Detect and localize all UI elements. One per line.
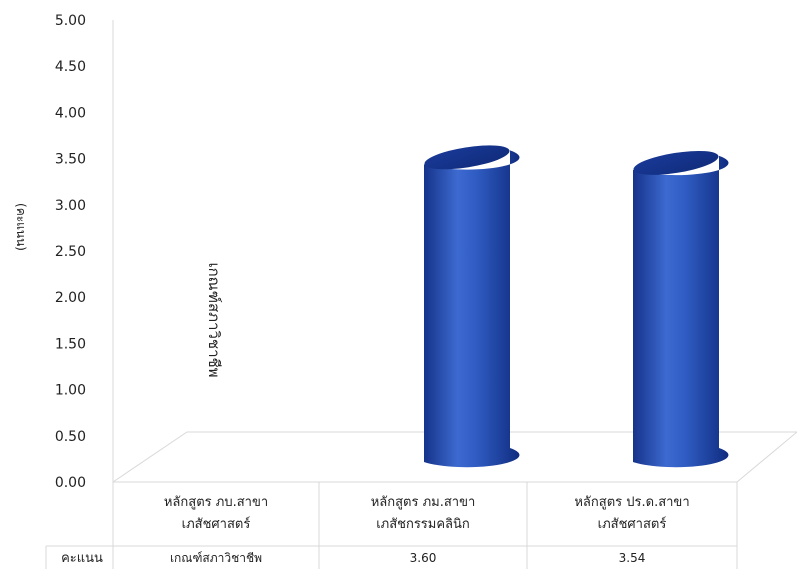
category-label: เภสัชศาสตร์ (182, 516, 251, 532)
y-tick-label: 4.50 (55, 59, 86, 75)
bars (424, 145, 729, 468)
bar (633, 155, 729, 468)
annotation-label: เกณฑ์สภาวิชาชีพ (205, 262, 223, 377)
y-tick-label: 4.00 (55, 105, 86, 121)
y-tick-label: 2.50 (55, 244, 86, 260)
category-label: เภสัชกรรมคลินิก (376, 517, 470, 532)
bar-top (633, 150, 719, 175)
category-label: เภสัชศาสตร์ (598, 516, 667, 532)
category-label: หลักสูตร ภบ.สาขา (164, 495, 268, 510)
table-cell: 3.54 (619, 551, 646, 565)
bar (424, 150, 520, 468)
y-tick-label: 1.00 (55, 383, 86, 399)
table-row: คะแนน เกณฑ์สภาวิชาชีพ 3.60 3.54 (61, 551, 645, 566)
table-cell: 3.60 (410, 551, 437, 565)
y-tick-label: 3.50 (55, 152, 86, 168)
y-tick-label: 3.00 (55, 198, 86, 214)
y-tick-label: 0.00 (55, 475, 86, 491)
category-label: หลักสูตร ปร.ด.สาขา (574, 495, 689, 510)
y-tick-label: 5.00 (55, 13, 86, 29)
y-axis-ticks: 0.00 0.50 1.00 1.50 2.00 2.50 3.00 3.50 4.00 4.50… (55, 13, 86, 491)
data-table (45, 482, 738, 569)
table-cell: เกณฑ์สภาวิชาชีพ (170, 551, 262, 565)
y-tick-label: 2.00 (55, 290, 86, 306)
y-axis-title: (คะแนน) (14, 203, 28, 251)
bar-top (424, 145, 510, 170)
table-row-header: คะแนน (61, 551, 103, 566)
category-label: หลักสูตร ภม.สาขา (371, 495, 476, 510)
y-tick-label: 0.50 (55, 429, 86, 445)
y-tick-label: 1.50 (55, 336, 86, 352)
